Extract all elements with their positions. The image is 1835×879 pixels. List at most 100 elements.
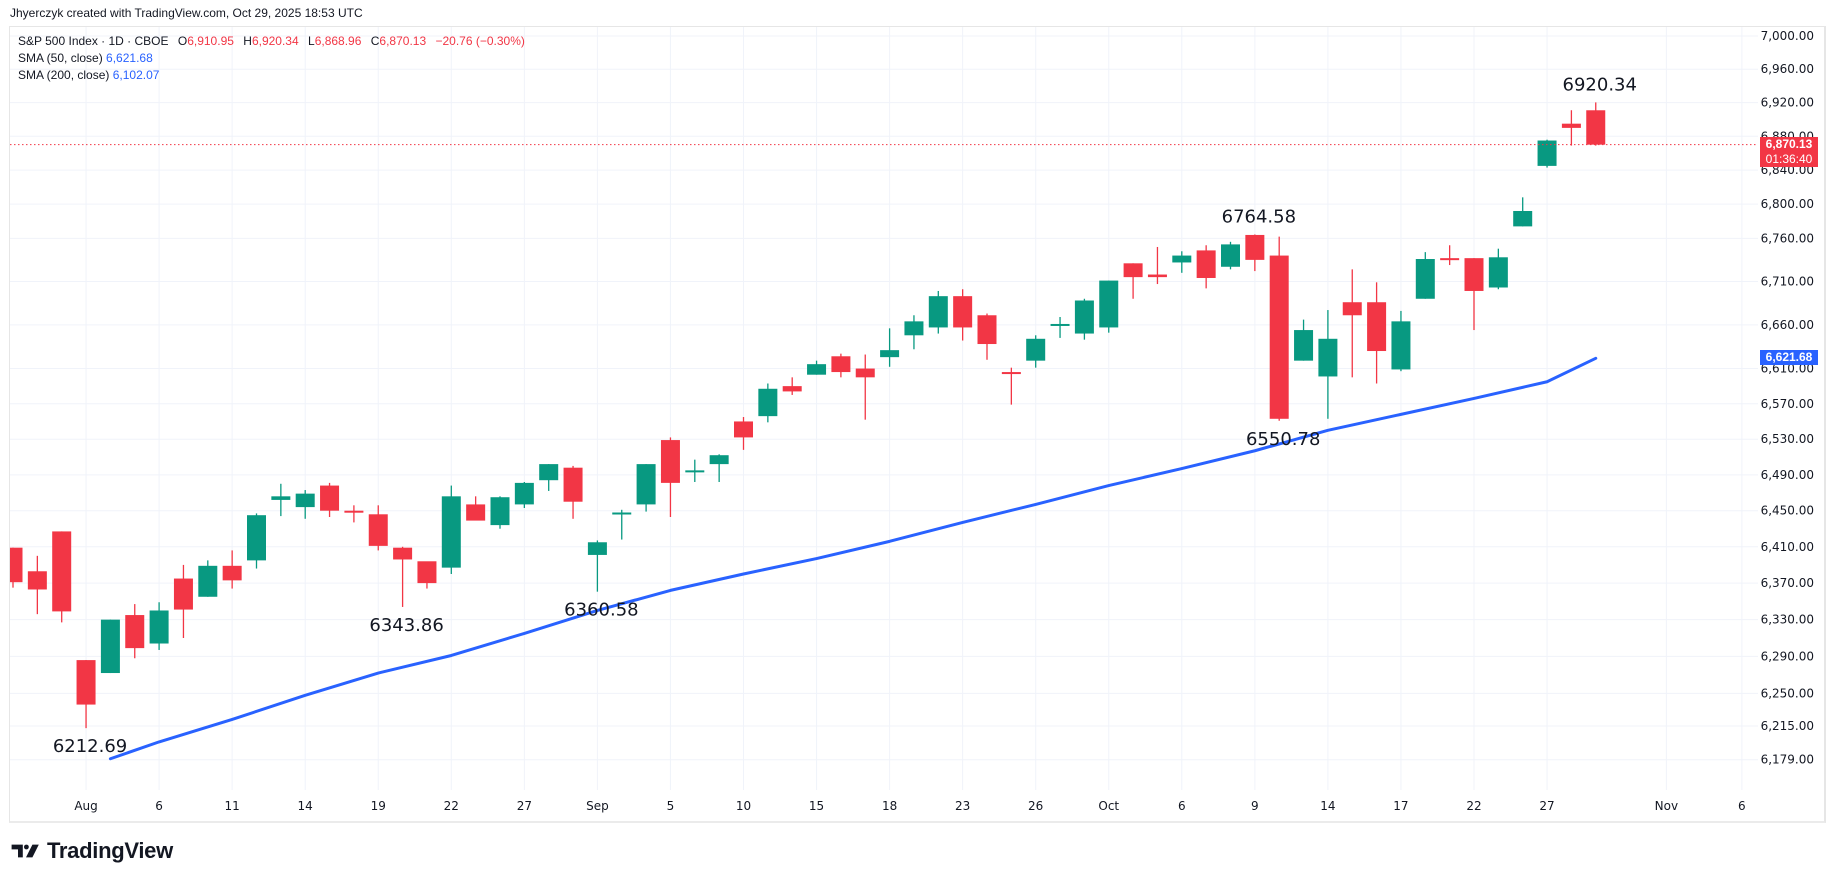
candle[interactable]: [977, 313, 997, 360]
candle[interactable]: [1391, 310, 1411, 372]
candle[interactable]: [1172, 251, 1192, 273]
candle[interactable]: [587, 540, 607, 592]
candle[interactable]: [1221, 241, 1240, 270]
high-value: 6,920.34: [251, 34, 299, 48]
candle[interactable]: [928, 290, 948, 334]
candle[interactable]: [344, 505, 364, 523]
candle[interactable]: [1464, 258, 1484, 331]
bar-countdown: 01:36:40: [1765, 151, 1813, 166]
candle-body: [1026, 338, 1046, 361]
candle[interactable]: [198, 560, 218, 597]
candle-body: [441, 496, 461, 568]
candle[interactable]: [1196, 245, 1216, 289]
candle[interactable]: [100, 619, 120, 674]
candle[interactable]: [1513, 197, 1533, 227]
price-axis-label: 6,760.00: [1761, 231, 1814, 245]
candle[interactable]: [4, 547, 23, 588]
candle[interactable]: [1318, 310, 1338, 419]
candle[interactable]: [490, 496, 510, 529]
candle[interactable]: [904, 315, 924, 350]
candle[interactable]: [1074, 298, 1094, 340]
chart-frame[interactable]: [9, 26, 1826, 823]
candle[interactable]: [709, 454, 729, 482]
candle-body: [1074, 300, 1094, 334]
candle[interactable]: [1440, 245, 1460, 266]
candle-body: [417, 561, 437, 584]
candle[interactable]: [1099, 280, 1119, 333]
candle[interactable]: [1269, 236, 1289, 421]
candle-body: [1342, 302, 1362, 316]
legend-sma50-row[interactable]: SMA (50, close) 6,621.68: [18, 50, 525, 67]
candle[interactable]: [466, 496, 486, 521]
candle[interactable]: [1342, 269, 1362, 378]
candle[interactable]: [247, 513, 266, 569]
tradingview-logo[interactable]: TradingView: [11, 838, 173, 864]
candle[interactable]: [1488, 248, 1508, 290]
candle[interactable]: [1367, 282, 1387, 384]
candle[interactable]: [1561, 110, 1581, 146]
candle[interactable]: [1245, 234, 1265, 272]
candle[interactable]: [612, 509, 632, 540]
candle[interactable]: [295, 490, 315, 519]
candle[interactable]: [27, 555, 47, 615]
close-label: C: [370, 34, 380, 48]
candle-body: [490, 497, 510, 526]
time-axis-label: 14: [298, 799, 313, 813]
candle[interactable]: [1147, 246, 1167, 285]
candle[interactable]: [734, 417, 753, 450]
candle[interactable]: [539, 464, 559, 491]
candle[interactable]: [1123, 263, 1143, 299]
time-axis-label: 6: [1738, 799, 1746, 813]
candle[interactable]: [368, 505, 388, 551]
candle[interactable]: [953, 289, 973, 341]
candle[interactable]: [1415, 252, 1435, 299]
legend-ohlc-row[interactable]: S&P 500 Index · 1D · CBOE O6,910.95 H6,9…: [18, 33, 525, 50]
candle[interactable]: [222, 550, 242, 589]
sma50-value: 6,621.68: [106, 51, 153, 65]
candle[interactable]: [1050, 317, 1070, 338]
candle[interactable]: [52, 531, 72, 623]
symbol-label[interactable]: S&P 500 Index · 1D · CBOE: [18, 34, 169, 48]
candle[interactable]: [417, 561, 437, 589]
candle[interactable]: [393, 546, 413, 607]
candle[interactable]: [563, 465, 583, 519]
candle[interactable]: [758, 383, 778, 423]
legend-sma200-row[interactable]: SMA (200, close) 6,102.07: [18, 67, 525, 84]
candle[interactable]: [685, 459, 705, 482]
candle[interactable]: [855, 354, 875, 420]
candle[interactable]: [660, 437, 680, 517]
candle-body: [295, 493, 315, 508]
candle[interactable]: [149, 602, 169, 650]
candle-body: [660, 440, 680, 483]
candle-body: [855, 368, 875, 378]
sma200-label[interactable]: SMA (200, close): [18, 68, 110, 82]
price-axis-label: 7,000.00: [1761, 29, 1814, 43]
candle[interactable]: [831, 353, 851, 378]
candle[interactable]: [441, 485, 461, 574]
candle-body: [1099, 280, 1119, 328]
candle-body: [928, 296, 948, 328]
candle[interactable]: [1001, 367, 1021, 405]
candle[interactable]: [271, 483, 291, 517]
candle[interactable]: [807, 360, 827, 375]
candle[interactable]: [1586, 102, 1606, 146]
candle[interactable]: [125, 604, 145, 659]
candle[interactable]: [782, 377, 802, 395]
time-axis[interactable]: Aug 6 11 14 19 22 27 Sep 5 10 15 18 23 26 Oct 6 9 14 17 22 2…: [74, 799, 1745, 813]
candle[interactable]: [173, 564, 193, 638]
candle[interactable]: [514, 481, 534, 508]
candle-body: [612, 512, 632, 515]
price-annotation: 6550.78: [1246, 429, 1320, 450]
candle[interactable]: [880, 328, 900, 367]
price-axis-label: 6,179.00: [1761, 753, 1814, 767]
candle[interactable]: [320, 482, 340, 517]
candle[interactable]: [1294, 319, 1314, 361]
sma50-label[interactable]: SMA (50, close): [18, 51, 103, 65]
candle[interactable]: [1026, 335, 1046, 368]
price-axis[interactable]: 7,000.006,960.006,920.006,880.006,840.00…: [1761, 29, 1814, 767]
candle[interactable]: [636, 464, 656, 512]
candle[interactable]: [76, 660, 96, 729]
sma50-price-tag: 6,621.68: [1760, 350, 1818, 366]
candle[interactable]: [1537, 139, 1557, 168]
